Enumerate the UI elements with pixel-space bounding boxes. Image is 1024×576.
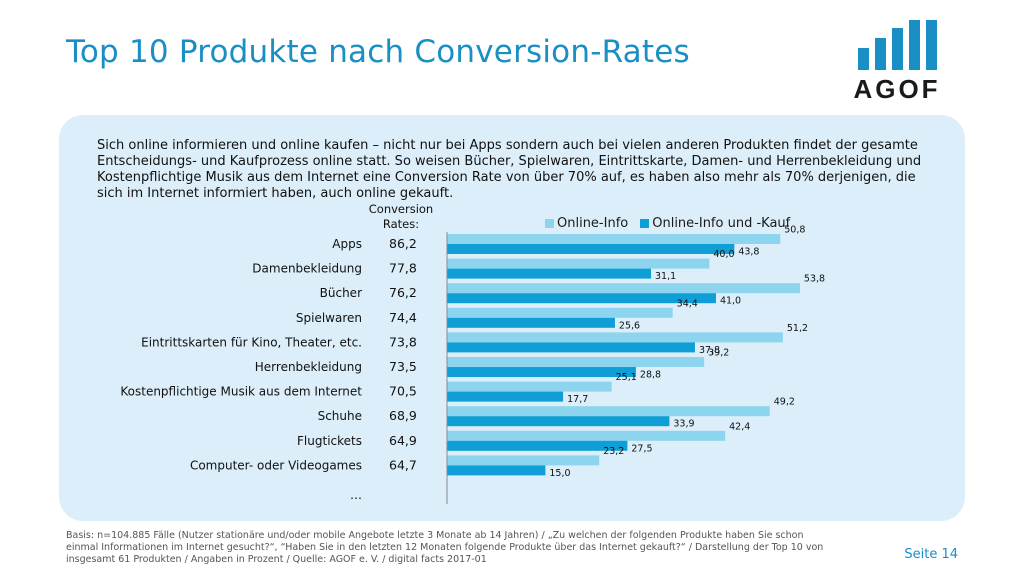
conversion-header-line2: Rates: [382, 217, 420, 231]
bar-online-info-kauf [447, 391, 564, 402]
logo-bars-icon [858, 20, 937, 70]
chart-legend: Online-Info Online-Info und -Kauf [545, 216, 796, 231]
bar-online-info-kauf [447, 244, 735, 254]
bar-online-info [447, 455, 600, 466]
data-label-online-info: 23,2 [603, 446, 624, 457]
conversion-rate-value: 77,8 [389, 261, 417, 276]
intro-paragraph: Sich online informieren und online kaufe… [97, 138, 922, 201]
bar-online-info [447, 258, 710, 269]
bar-online-info [447, 357, 705, 367]
conversion-rate-value: 86,2 [389, 236, 417, 251]
category-label: Apps [332, 237, 362, 251]
data-label-online-info-kauf: 33,9 [673, 419, 694, 430]
data-label-online-info: 42,4 [729, 421, 750, 432]
bar-online-info [447, 406, 770, 417]
data-label-online-info-kauf: 43,8 [738, 247, 759, 258]
conversion-rate-value: 64,9 [389, 433, 417, 448]
conversion-header-line1: Conversion [368, 202, 434, 216]
page-title: Top 10 Produkte nach Conversion-Rates [66, 34, 690, 70]
intro-text: Sich online informieren und online kaufe… [97, 138, 923, 202]
data-label-online-info: 49,2 [774, 397, 795, 408]
data-label-online-info: 51,2 [787, 323, 808, 334]
category-label: Bücher [320, 286, 362, 300]
legend-swatch-light [545, 219, 554, 228]
data-label-online-info: 40,0 [713, 249, 734, 260]
category-label: Eintrittskarten für Kino, Theater, etc. [141, 335, 362, 349]
conversion-rate-value: 74,4 [389, 310, 417, 325]
conversion-rate-value: 64,7 [389, 457, 417, 472]
bar-online-info-kauf [447, 317, 615, 328]
bar-online-info [447, 283, 800, 294]
legend-swatch-dark [640, 219, 650, 228]
conversion-rates-header: Conversion Rates: [351, 202, 451, 232]
data-label-online-info-kauf: 25,6 [619, 320, 640, 331]
data-label-online-info-kauf: 41,0 [720, 296, 741, 307]
footer-source: Basis: n=104.885 Fälle (Nutzer stationär… [66, 530, 824, 565]
bar-online-info-kauf [447, 293, 716, 304]
category-label: Spielwaren [296, 311, 362, 325]
bar-online-info [447, 307, 673, 318]
category-label: Flugtickets [297, 434, 362, 448]
category-ellipsis: … [350, 488, 362, 502]
bar-online-info-kauf [447, 440, 628, 451]
bar-online-info [447, 381, 612, 392]
bar-online-info [447, 332, 783, 343]
category-label: Schuhe [318, 409, 362, 423]
data-label-online-info-kauf: 37,8 [699, 345, 720, 356]
bar-online-info [447, 234, 781, 244]
conversion-rate-value: 73,8 [389, 334, 417, 349]
data-label-online-info: 39,2 [708, 348, 729, 359]
bar-online-info-kauf [447, 416, 670, 427]
legend-label-online-info: Online-Info [557, 216, 629, 231]
conversion-rate-value: 70,5 [389, 384, 417, 399]
legend-item-online-info-kauf: Online-Info und -Kauf [640, 216, 790, 231]
bar-online-info-kauf [447, 367, 636, 377]
legend-label-online-info-kauf: Online-Info und -Kauf [652, 216, 791, 231]
data-label-online-info: 25,1 [616, 372, 637, 383]
bar-online-info-kauf [447, 342, 695, 353]
data-label-online-info-kauf: 31,1 [655, 271, 676, 282]
conversion-rate-value: 68,9 [389, 408, 417, 423]
legend-item-online-info: Online-Info [545, 216, 628, 231]
page-number: Seite 14 [904, 547, 958, 562]
bar-online-info-kauf [447, 465, 546, 476]
data-label-online-info: 34,4 [677, 298, 698, 309]
category-label: Damenbekleidung [252, 262, 362, 276]
data-label-online-info: 53,8 [804, 274, 825, 285]
data-label-online-info: 50,8 [784, 225, 805, 236]
conversion-rate-value: 73,5 [389, 359, 417, 374]
logo-text: AGOF [853, 74, 941, 104]
category-label: Kostenpflichtige Musik aus dem Internet [120, 385, 362, 399]
conversion-rate-value: 76,2 [389, 285, 417, 300]
category-label: Herrenbekleidung [255, 360, 362, 374]
category-label: Computer- oder Videogames [190, 458, 362, 472]
data-label-online-info-kauf: 28,8 [640, 370, 661, 381]
data-label-online-info-kauf: 17,7 [567, 394, 588, 405]
bar-online-info-kauf [447, 268, 652, 279]
data-label-online-info-kauf: 15,0 [549, 468, 570, 479]
bar-online-info [447, 430, 726, 441]
agof-logo: AGOF [851, 18, 943, 104]
data-label-online-info-kauf: 27,5 [631, 443, 652, 454]
